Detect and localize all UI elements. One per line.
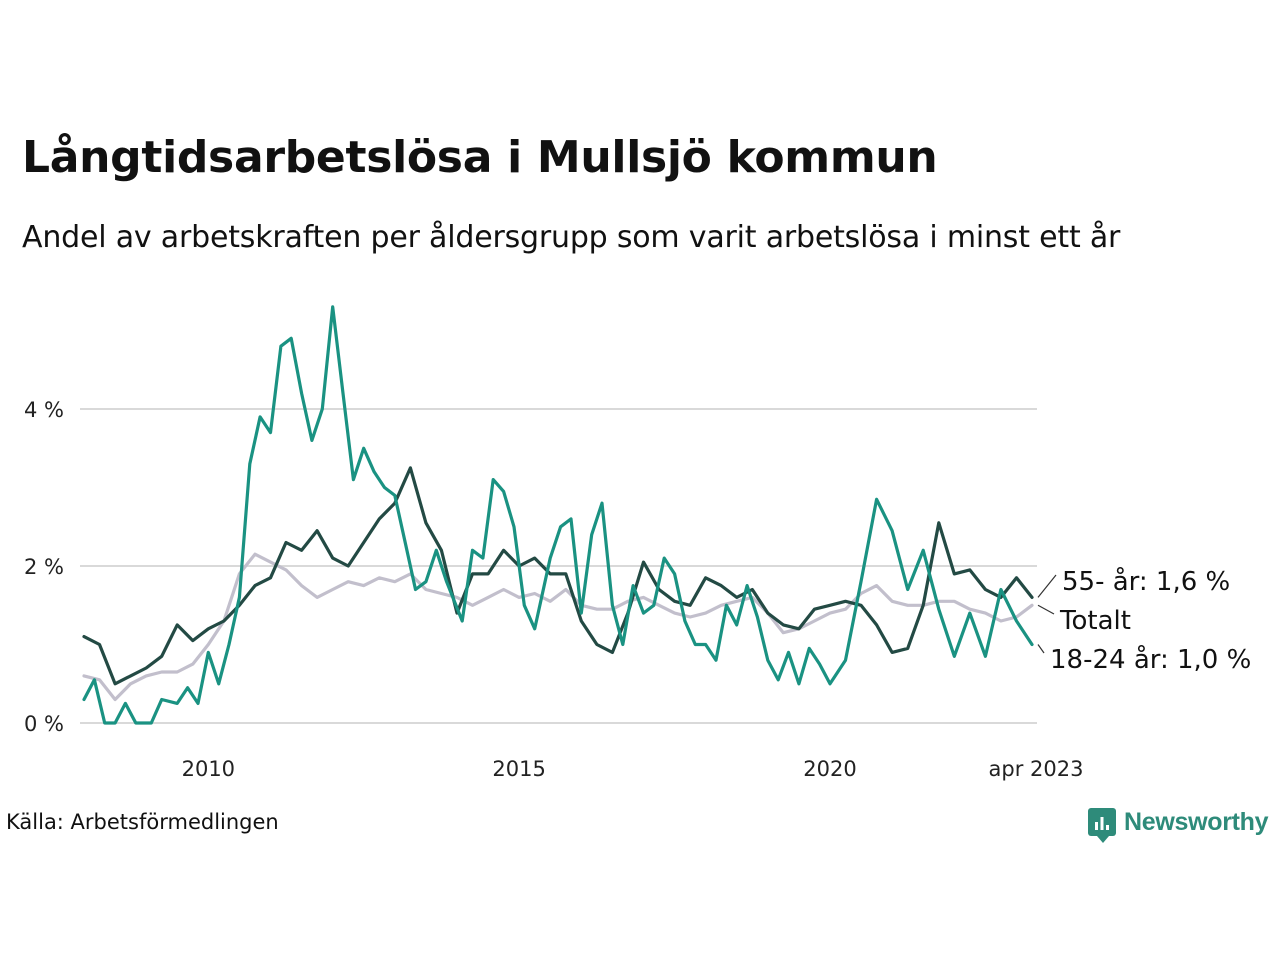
chart-subtitle: Andel av arbetskraften per åldersgrupp s… bbox=[22, 220, 1121, 255]
y-tick-label: 0 % bbox=[24, 712, 64, 736]
leader-line bbox=[1037, 574, 1057, 598]
chart-title: Långtidsarbetslösa i Mullsjö kommun bbox=[22, 132, 938, 183]
series-line-18-24-r bbox=[82, 305, 1034, 725]
y-axis-labels: 0 % 2 % 4 % bbox=[24, 398, 64, 736]
series-end-label: 18-24 år: 1,0 % bbox=[1050, 644, 1251, 675]
y-tick-label: 4 % bbox=[24, 398, 64, 422]
brand-logo[interactable]: Newsworthy bbox=[1088, 804, 1269, 843]
x-axis-labels: 2010 2015 2020 apr 2023 bbox=[182, 757, 1084, 781]
gridlines bbox=[80, 408, 1037, 724]
series-end-label: 55- år: 1,6 % bbox=[1062, 566, 1230, 597]
source-note: Källa: Arbetsförmedlingen bbox=[6, 810, 279, 834]
leader-line bbox=[1037, 644, 1045, 654]
series-lines bbox=[82, 305, 1034, 725]
x-tick-label: 2020 bbox=[803, 757, 856, 781]
x-tick-label: apr 2023 bbox=[989, 757, 1084, 781]
leader-line bbox=[1037, 604, 1055, 615]
y-tick-label: 2 % bbox=[24, 555, 64, 579]
series-line-55-r bbox=[82, 466, 1034, 686]
bar-chart-speech-bubble-icon bbox=[1088, 808, 1116, 843]
x-tick-label: 2015 bbox=[492, 757, 545, 781]
series-line-totalt bbox=[82, 552, 1034, 702]
series-end-label: Totalt bbox=[1059, 606, 1131, 636]
series-labels: 55- år: 1,6 % Totalt 18-24 år: 1,0 % bbox=[1037, 566, 1251, 675]
x-tick-label: 2010 bbox=[182, 757, 235, 781]
brand-name: Newsworthy bbox=[1124, 807, 1269, 836]
